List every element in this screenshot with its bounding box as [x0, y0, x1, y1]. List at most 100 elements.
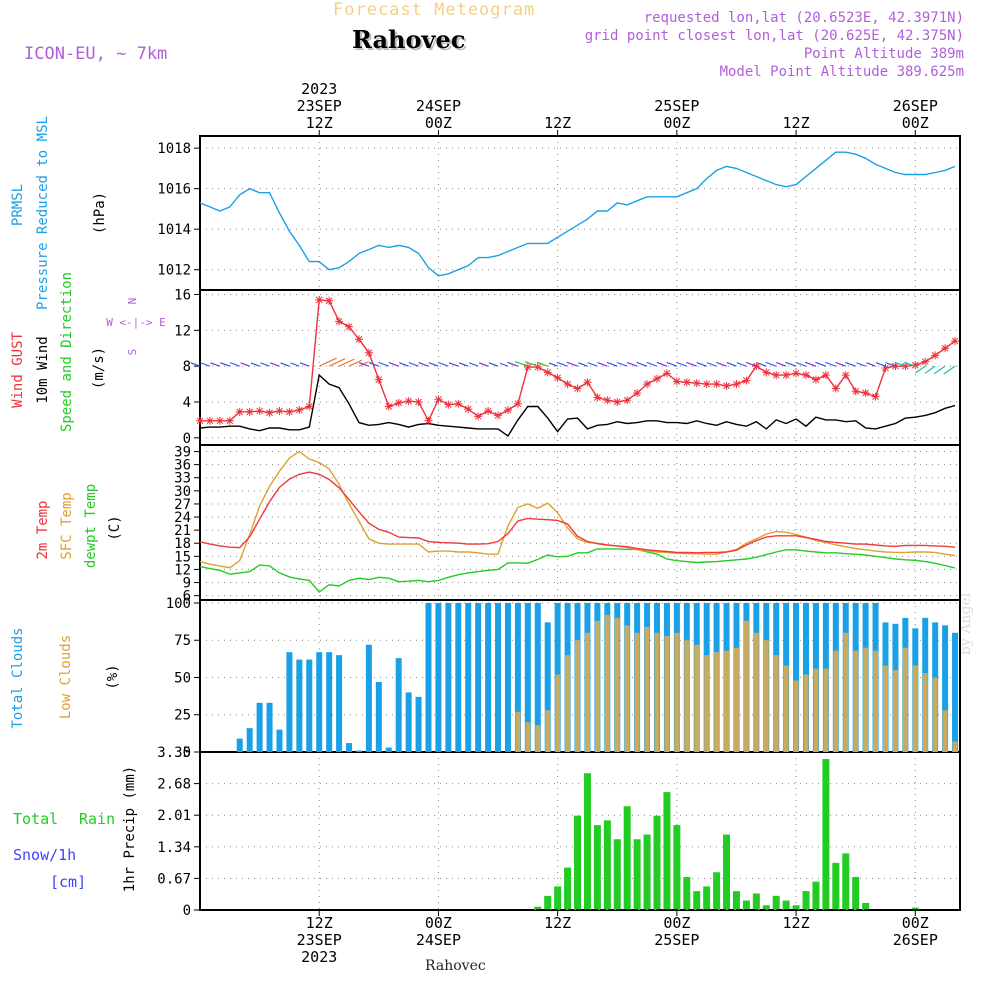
- wind-gust-marker: [792, 369, 801, 378]
- wind-direction-arrow: [318, 357, 337, 367]
- wind-gust-marker: [911, 361, 920, 370]
- pressure-label-name: Pressure Reduced to MSL: [35, 116, 51, 310]
- temperature-frame: [199, 444, 961, 601]
- precip-ytick-label: 0.67: [157, 871, 191, 887]
- wind-direction-arrow: [418, 361, 429, 367]
- wind-direction-arrow: [785, 361, 797, 367]
- total-cloud-bar: [306, 659, 313, 752]
- wind-direction-arrow: [804, 361, 817, 367]
- total-cloud-bar: [336, 655, 343, 752]
- precip-bar: [782, 900, 790, 910]
- precip-bar: [862, 902, 870, 910]
- wind-gust-marker: [692, 379, 701, 388]
- precip-bar: [574, 815, 582, 910]
- wind-gust-marker: [931, 351, 940, 360]
- wind-direction-arrow: [478, 362, 489, 367]
- low-cloud-bar: [624, 625, 630, 752]
- top-time-label: 2023: [301, 80, 337, 98]
- temp-2m-line: [199, 471, 956, 554]
- wind-gust-marker: [712, 380, 721, 389]
- wind-gust-marker: [891, 362, 900, 371]
- temperature-ytick-label: 30: [174, 484, 191, 500]
- low-cloud-bar: [823, 668, 829, 752]
- wind-gust-marker: [802, 371, 811, 380]
- precip-bar: [911, 907, 919, 910]
- precip-bar: [732, 891, 740, 910]
- wind-gust-marker: [662, 369, 671, 378]
- clouds-total-label: Total Clouds: [10, 627, 26, 728]
- total-cloud-bar: [375, 681, 382, 752]
- wind-direction-arrow: [716, 361, 727, 367]
- wind-direction-arrow: [260, 362, 270, 367]
- total-cloud-bar: [524, 602, 531, 752]
- precip-ytick-label: 0: [183, 903, 191, 919]
- wind-direction-arrow: [776, 361, 787, 367]
- wind-gust-marker: [205, 416, 214, 425]
- wind-gust-marker: [454, 399, 463, 408]
- wind-direction-arrow: [617, 361, 628, 367]
- wind-direction-arrow: [368, 362, 380, 367]
- precip-cm-label: [cm]: [50, 873, 86, 891]
- precip-bar: [812, 881, 820, 910]
- low-cloud-bar: [724, 650, 730, 752]
- wind-gust-marker: [503, 406, 512, 415]
- wind-gust-marker: [881, 363, 890, 372]
- compass-south: S: [126, 349, 139, 356]
- pressure-ytick-label: 1018: [157, 141, 191, 157]
- model-name: ICON-EU, ~ 7km: [24, 44, 168, 64]
- precip-ytick-label: 2.68: [157, 777, 191, 793]
- total-cloud-bar: [485, 602, 492, 752]
- wind-direction-arrow: [514, 360, 529, 367]
- low-cloud-bar: [704, 655, 710, 752]
- wind-gust-marker: [841, 371, 850, 380]
- low-cloud-bar: [813, 668, 819, 752]
- wind-direction-arrow: [428, 362, 439, 367]
- bottom-time-label: 24SEP: [416, 931, 461, 949]
- total-cloud-bar: [942, 625, 949, 752]
- wind-direction-arrow: [299, 362, 310, 367]
- wind-direction-arrow: [726, 362, 737, 367]
- wind-direction-arrow: [904, 361, 916, 367]
- wind-direction-arrow: [915, 365, 926, 374]
- low-cloud-bar: [575, 640, 581, 752]
- wind-direction-arrow: [696, 361, 707, 367]
- wind-gust-marker: [196, 416, 204, 425]
- precip-bar: [554, 886, 562, 910]
- temperature-ytick-label: 9: [183, 576, 191, 592]
- total-cloud-bar: [495, 602, 502, 752]
- wind-direction-arrow: [378, 361, 389, 367]
- wind-direction-arrow: [210, 362, 221, 367]
- wind-direction-arrow: [280, 362, 290, 367]
- clouds-ytick-label: 100: [166, 596, 191, 612]
- wind-gust-marker: [762, 368, 771, 377]
- precip-snow-label: Snow/1h: [13, 846, 76, 864]
- sfc-temp-line: [199, 450, 956, 569]
- wind-direction-arrow: [578, 362, 588, 367]
- wind-gust-marker: [414, 397, 423, 406]
- wind-direction-arrow: [290, 362, 300, 367]
- wind-gust-marker: [404, 397, 413, 406]
- wind-direction-arrow: [536, 361, 548, 367]
- precip-bar: [723, 834, 731, 910]
- temperature-ytick-label: 15: [174, 549, 191, 565]
- wind-direction-arrow: [587, 362, 598, 367]
- total-cloud-bar: [316, 652, 323, 752]
- bottom-time-label: 00Z: [902, 914, 929, 932]
- wind-direction-arrow: [507, 361, 519, 367]
- total-cloud-bar: [445, 602, 452, 752]
- low-cloud-bar: [833, 650, 839, 752]
- wind-direction-arrow: [656, 361, 668, 367]
- wind-gust-marker: [305, 402, 314, 411]
- wind-direction-arrow: [220, 362, 231, 367]
- wind-direction-arrow: [270, 362, 280, 367]
- wind-gust-marker: [553, 373, 562, 382]
- wind-gust-marker: [623, 396, 632, 405]
- wind-direction-arrow: [933, 365, 946, 375]
- low-cloud-bar: [853, 650, 859, 752]
- precip-bar: [802, 891, 810, 910]
- low-cloud-bar: [743, 620, 749, 752]
- precip-bar: [772, 895, 780, 910]
- total-cloud-bar: [952, 632, 959, 752]
- temperature-ytick-label: 36: [174, 458, 191, 474]
- total-cloud-bar: [415, 696, 422, 752]
